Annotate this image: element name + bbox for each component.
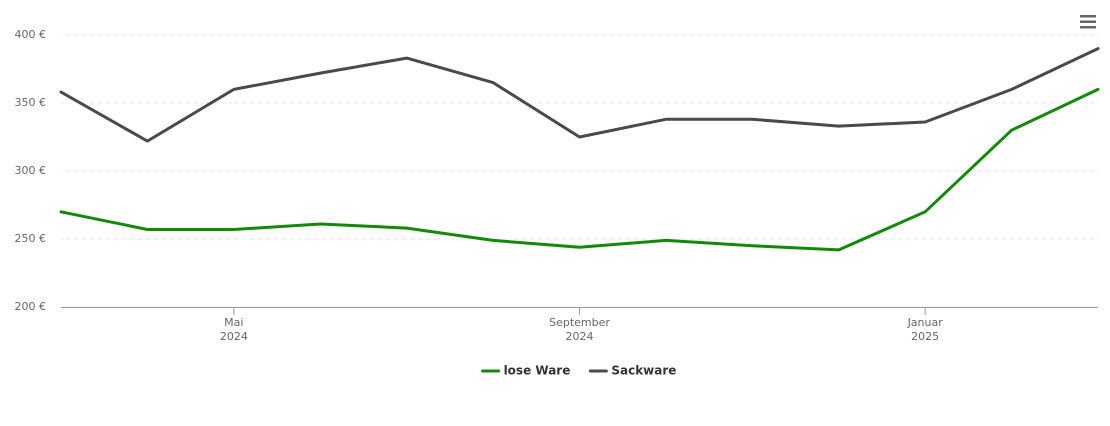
y-tick-label: 250 €: [15, 232, 47, 245]
x-tick-label: 2025: [911, 330, 939, 343]
y-tick-label: 350 €: [15, 96, 47, 109]
legend-label: Sackware: [611, 364, 676, 378]
legend-item[interactable]: lose Ware: [481, 364, 571, 378]
menu-bar: [1080, 26, 1096, 29]
x-tick-label: 2024: [220, 330, 248, 343]
x-tick-label: Mai: [224, 316, 243, 329]
y-tick-label: 300 €: [15, 164, 47, 177]
x-tick-label: September: [549, 316, 610, 329]
series-line: [59, 87, 1100, 252]
menu-bar: [1080, 20, 1096, 23]
menu-icon[interactable]: [1080, 15, 1096, 29]
x-tick-label: 2024: [566, 330, 594, 343]
legend: lose Ware Sackware: [481, 364, 676, 378]
y-tick-label: 200 €: [15, 300, 47, 313]
legend-label: lose Ware: [504, 364, 571, 378]
legend-item[interactable]: Sackware: [588, 364, 676, 378]
series-line: [59, 47, 1100, 143]
y-tick-label: 400 €: [15, 28, 47, 41]
x-tick-label: Januar: [907, 316, 944, 329]
menu-bar: [1080, 15, 1096, 18]
